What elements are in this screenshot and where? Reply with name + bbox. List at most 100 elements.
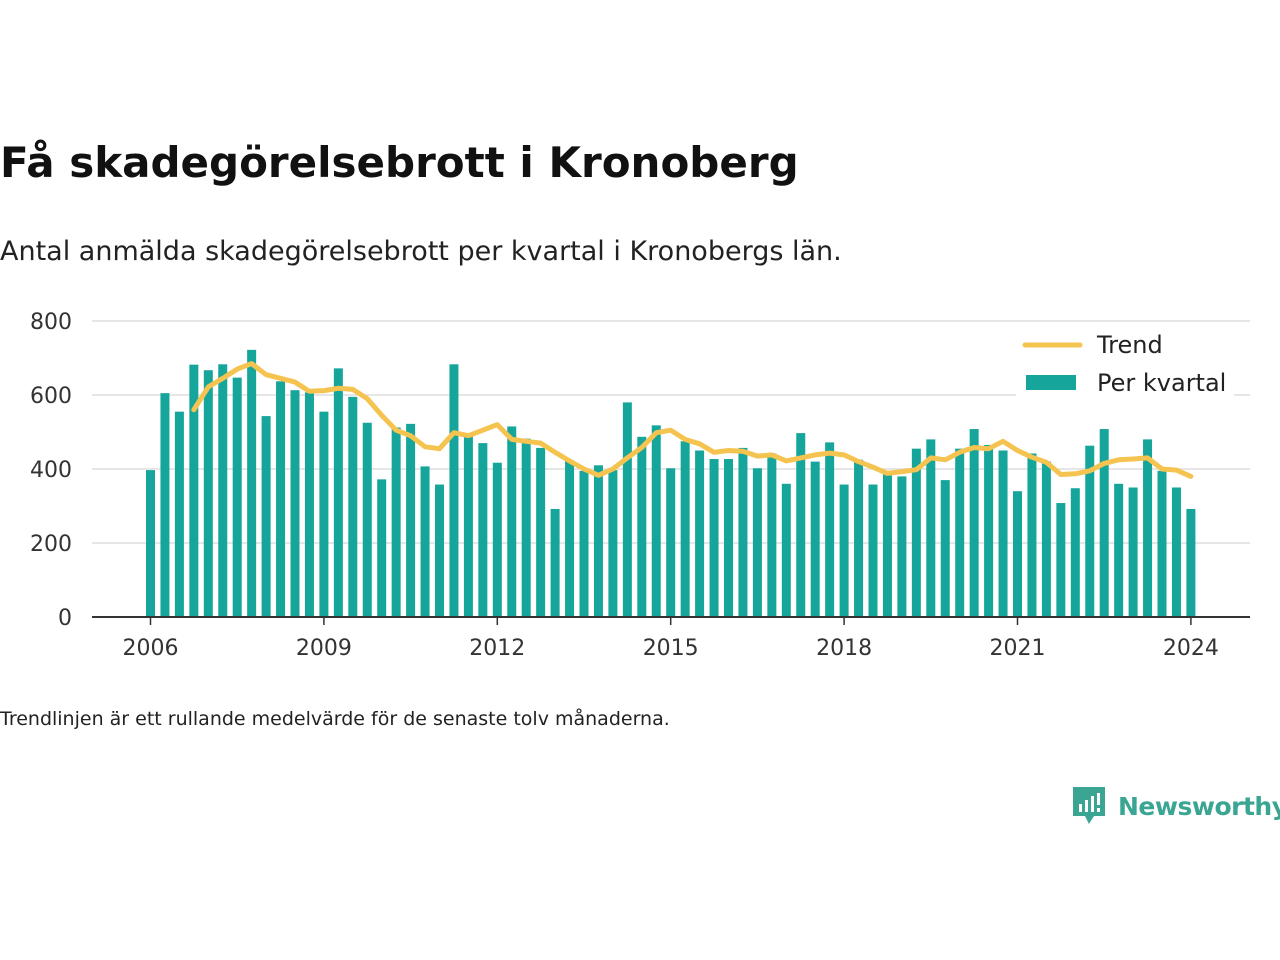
bar: [911, 448, 921, 617]
bar: [290, 390, 300, 617]
bar: [261, 416, 271, 617]
bar: [1085, 445, 1095, 617]
bar: [984, 444, 994, 617]
legend: Trend Per kvartal: [1016, 322, 1234, 402]
bar: [825, 442, 835, 617]
y-tick-label: 800: [30, 310, 72, 335]
bar: [810, 461, 820, 617]
bar: [622, 402, 632, 617]
bar: [492, 462, 502, 617]
legend-trend-label: Trend: [1096, 331, 1163, 359]
bar: [998, 450, 1008, 617]
x-tick-label: 2015: [643, 636, 699, 661]
bar: [1157, 470, 1167, 617]
bar: [377, 479, 387, 617]
bar: [579, 470, 589, 617]
bar: [406, 423, 416, 617]
trend-line: [191, 361, 1194, 479]
legend-bar-label: Per kvartal: [1097, 369, 1226, 397]
bar: [478, 443, 488, 617]
bar: [319, 411, 329, 617]
bar: [391, 427, 401, 617]
x-tick-label: 2024: [1163, 636, 1219, 661]
bar: [521, 438, 531, 617]
bar: [304, 392, 314, 617]
bar-series: [146, 349, 1196, 617]
bar: [1041, 461, 1051, 617]
bar: [738, 447, 748, 617]
bar: [507, 426, 517, 617]
x-tick-label: 2009: [296, 636, 352, 661]
y-tick-label: 600: [30, 384, 72, 409]
bar: [926, 439, 936, 617]
x-tick-label: 2012: [469, 636, 525, 661]
footnote: Trendlinjen är ett rullande medelvärde f…: [0, 708, 670, 730]
brand-name: Newsworthy: [1118, 791, 1280, 821]
bar: [680, 441, 690, 617]
bar: [1070, 488, 1080, 617]
bar: [463, 436, 473, 617]
bar: [536, 447, 546, 617]
bar: [218, 364, 228, 617]
x-tick-label: 2018: [816, 636, 872, 661]
bar: [232, 377, 242, 617]
bar: [1013, 491, 1022, 617]
bar: [839, 484, 849, 617]
x-tick-label: 2021: [990, 636, 1046, 661]
x-axis: 2006 2009 2012 2015 2018 2021 2024: [123, 617, 1219, 661]
bar: [1186, 508, 1196, 617]
bar: [160, 393, 170, 617]
y-tick-label: 0: [58, 606, 72, 631]
bar: [146, 470, 155, 617]
bar: [1171, 487, 1181, 617]
x-tick-label: 2006: [123, 636, 179, 661]
bar: [1114, 483, 1124, 617]
y-tick-label: 200: [30, 532, 72, 557]
bar: [882, 471, 892, 617]
bar: [969, 429, 979, 617]
bar: [203, 370, 213, 617]
bar: [608, 470, 618, 617]
bar: [449, 364, 459, 617]
bar: [362, 422, 372, 617]
y-axis: 0 200 400 600 800: [30, 310, 72, 631]
bar: [1143, 439, 1153, 617]
brand[interactable]: Newsworthy: [1070, 784, 1280, 828]
bar: [709, 459, 719, 617]
bar: [333, 368, 343, 617]
bar: [1099, 429, 1109, 617]
bar: [247, 349, 257, 617]
bar: [796, 433, 806, 617]
bar: [420, 466, 430, 617]
bar: [752, 468, 762, 617]
bar: [348, 396, 358, 617]
bar: [637, 436, 647, 617]
chart-subtitle: Antal anmälda skadegörelsebrott per kvar…: [0, 236, 842, 267]
bar: [435, 484, 444, 617]
bar: [565, 460, 575, 617]
bar: [767, 453, 777, 617]
bar: [868, 484, 878, 617]
bar: [940, 480, 950, 617]
bar: [550, 508, 560, 617]
bar: [651, 425, 661, 617]
bar: [1056, 503, 1066, 617]
bar: [174, 411, 184, 617]
bar: [724, 459, 733, 617]
bar: [897, 476, 907, 617]
newsworthy-logo-icon: [1073, 787, 1105, 824]
bar: [781, 483, 791, 617]
chart-title: Få skadegörelsebrott i Kronoberg: [0, 138, 799, 187]
bar: [1027, 453, 1037, 617]
bar: [189, 364, 199, 617]
bar: [955, 448, 965, 617]
bar: [854, 459, 864, 617]
bar: [276, 381, 286, 617]
y-tick-label: 400: [30, 458, 72, 483]
legend-bar-swatch: [1026, 375, 1076, 390]
bar: [666, 468, 676, 617]
bar: [593, 465, 603, 617]
bar: [695, 450, 705, 617]
bar: [1128, 487, 1138, 617]
